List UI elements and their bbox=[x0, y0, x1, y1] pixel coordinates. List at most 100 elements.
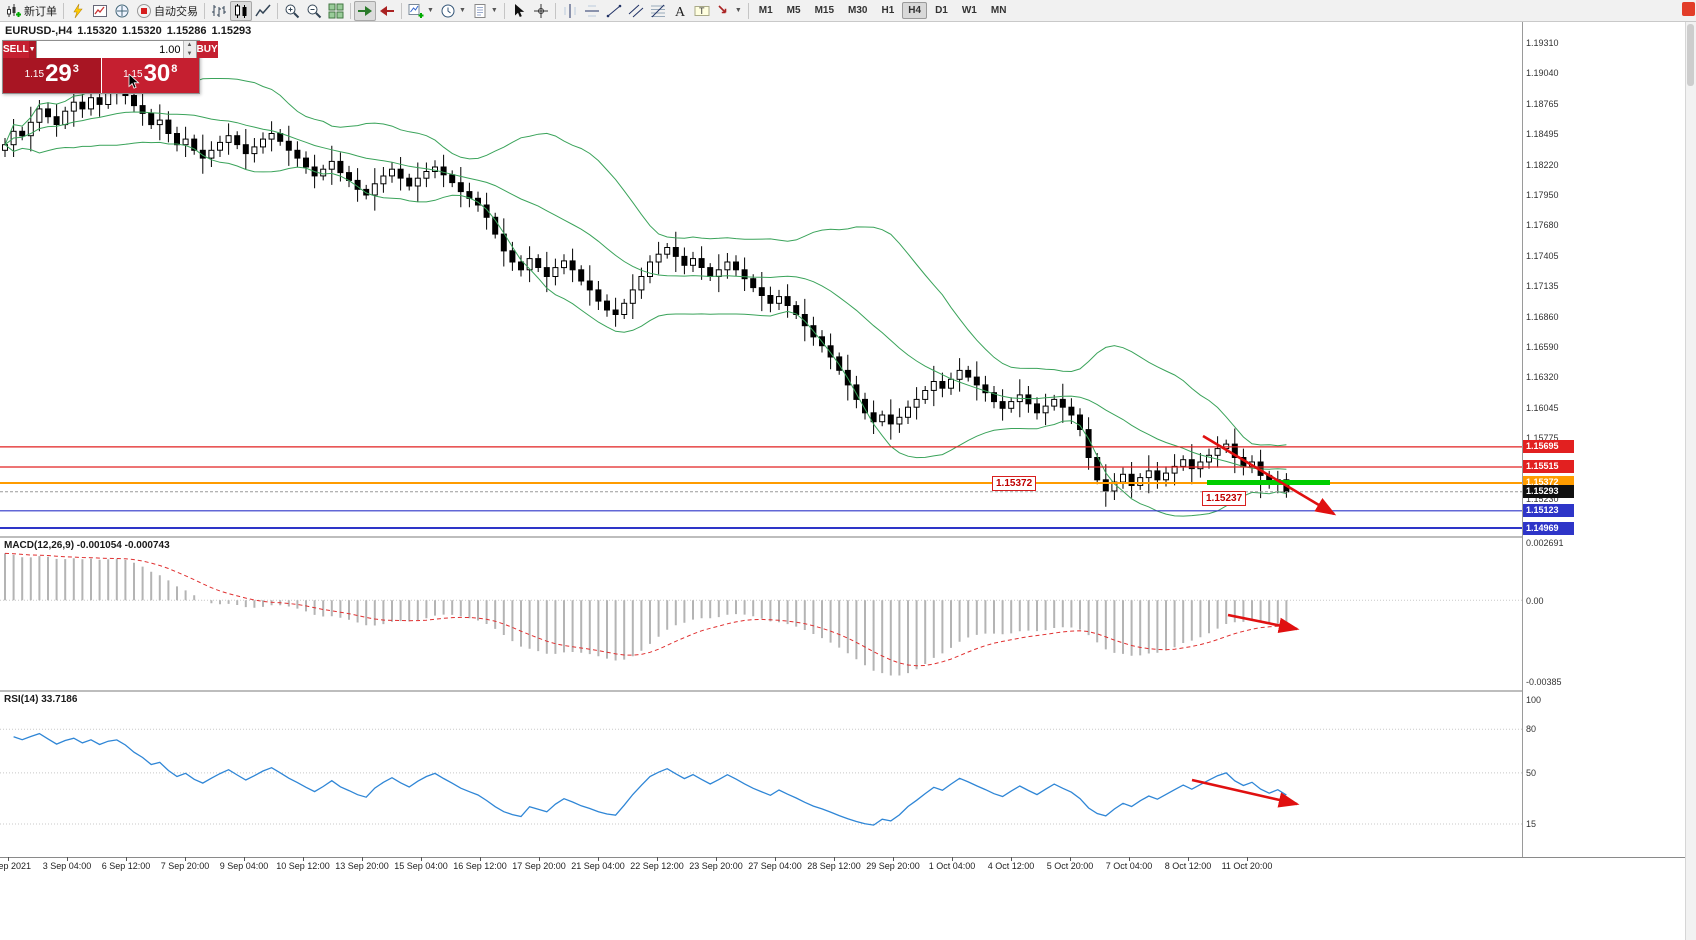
toolbar-group: A T ▼ bbox=[559, 0, 745, 21]
price-pane[interactable] bbox=[0, 21, 1522, 538]
scrollbar-thumb[interactable] bbox=[1687, 24, 1694, 86]
rsi-indicator-label: RSI(14) 33.7186 bbox=[4, 694, 78, 705]
macd-scale-label: 0.002691 bbox=[1526, 538, 1564, 548]
text-button[interactable]: A bbox=[669, 1, 691, 21]
timeframe-M1-button[interactable]: M1 bbox=[758, 5, 773, 16]
metaeditor-button[interactable] bbox=[67, 1, 89, 21]
buy-price-main: 1.15 bbox=[123, 69, 143, 80]
price-label: 1.15775 bbox=[1526, 432, 1559, 443]
timeframe-H4-button[interactable]: H4 bbox=[902, 2, 928, 19]
rsi-scale-label: 50 bbox=[1526, 768, 1537, 778]
navigator-button[interactable] bbox=[111, 1, 133, 21]
price-label: 1.19310 bbox=[1526, 38, 1559, 48]
buy-button[interactable]: BUY bbox=[196, 41, 218, 58]
templates-icon bbox=[474, 3, 486, 18]
chevron-down-icon: ▼ bbox=[427, 7, 434, 14]
timeframe-M15-button[interactable]: M15 bbox=[814, 5, 835, 16]
line-chart-button[interactable] bbox=[252, 1, 274, 21]
timeframe-D1-button[interactable]: D1 bbox=[935, 5, 948, 16]
price-label: 1.15230 bbox=[1526, 493, 1559, 504]
indicators-button[interactable]: ▼ bbox=[405, 1, 437, 21]
vertical-scrollbar[interactable] bbox=[1685, 0, 1696, 940]
order-type-dropdown[interactable]: ▼ bbox=[28, 41, 36, 58]
templates-button[interactable]: ▼ bbox=[469, 1, 501, 21]
candlestick-chart-button[interactable] bbox=[230, 0, 252, 21]
rsi-scale-label: 80 bbox=[1526, 724, 1537, 734]
notification-badge[interactable] bbox=[1682, 2, 1695, 16]
time-tick bbox=[598, 857, 599, 861]
toolbar-separator bbox=[747, 2, 749, 19]
toolbar-group bbox=[208, 0, 274, 21]
time-tick bbox=[952, 857, 953, 861]
timeframe-W1-button[interactable]: W1 bbox=[961, 5, 977, 16]
market-watch-button[interactable] bbox=[89, 1, 111, 21]
macd-pane[interactable] bbox=[0, 538, 1522, 692]
price-callout[interactable]: 1.15372 bbox=[992, 476, 1037, 491]
price-callout[interactable]: 1.15237 bbox=[1202, 491, 1247, 506]
horizontal-line-button[interactable] bbox=[581, 1, 603, 21]
time-label: 6 Sep 12:00 bbox=[101, 861, 151, 871]
chart-shift-button[interactable] bbox=[376, 1, 398, 21]
macd-scale-label: -0.00385 bbox=[1526, 677, 1562, 687]
sell-price-pips: 29 bbox=[45, 60, 72, 87]
cursor-icon bbox=[514, 3, 525, 17]
time-tick bbox=[1129, 857, 1130, 861]
zoom-out-button[interactable] bbox=[303, 1, 325, 21]
vertical-line-button[interactable] bbox=[559, 1, 581, 21]
rsi-pane[interactable] bbox=[0, 692, 1522, 857]
price-label: 1.16320 bbox=[1526, 372, 1559, 383]
time-label: 15 Sep 04:00 bbox=[394, 861, 448, 871]
volume-stepper: ▲ ▼ bbox=[182, 41, 196, 58]
toolbar-group bbox=[281, 0, 347, 21]
timeframe-MN-button[interactable]: MN bbox=[990, 5, 1007, 16]
volume-up-button[interactable]: ▲ bbox=[183, 41, 196, 50]
zoom-in-button[interactable] bbox=[281, 1, 303, 21]
periods-icon bbox=[441, 4, 455, 17]
metaeditor-icon bbox=[73, 3, 83, 18]
sell-button[interactable]: SELL bbox=[3, 41, 29, 58]
equidistant-channel-button[interactable] bbox=[625, 1, 647, 21]
timeframe-M30-button[interactable]: M30 bbox=[848, 5, 868, 16]
price-axis bbox=[1522, 21, 1687, 857]
time-tick bbox=[1188, 857, 1189, 861]
arrows-button[interactable]: ▼ bbox=[713, 1, 745, 21]
periods-button[interactable]: ▼ bbox=[437, 1, 469, 21]
autotrading-button[interactable]: 自动交易 bbox=[133, 1, 201, 21]
text-label-button[interactable]: T bbox=[691, 1, 713, 21]
tile-windows-button[interactable] bbox=[325, 1, 347, 21]
price-label: 1.17135 bbox=[1526, 281, 1559, 291]
volume-down-button[interactable]: ▼ bbox=[183, 49, 196, 58]
trendline-button[interactable] bbox=[603, 1, 625, 21]
timeframe-M5-button[interactable]: M5 bbox=[786, 5, 801, 16]
time-tick bbox=[126, 857, 127, 861]
auto-scroll-button[interactable] bbox=[354, 0, 376, 21]
chevron-down-icon: ▼ bbox=[734, 7, 742, 14]
time-tick bbox=[8, 857, 9, 861]
crosshair-button[interactable] bbox=[530, 1, 552, 21]
toolbar-group: 自动交易 bbox=[67, 0, 201, 21]
hline-icon bbox=[584, 5, 599, 16]
buy-price-button[interactable]: 1.15 30 8 bbox=[100, 58, 199, 93]
time-tick bbox=[303, 857, 304, 861]
timeframe-H1-button[interactable]: H1 bbox=[881, 5, 895, 16]
sell-price-main: 1.15 bbox=[24, 69, 45, 80]
fibonacci-retracement-button[interactable] bbox=[647, 1, 669, 21]
cursor-button[interactable] bbox=[508, 1, 530, 21]
sell-price-button[interactable]: 1.15 29 3 bbox=[3, 58, 101, 93]
time-tick bbox=[834, 857, 835, 861]
tile-windows-icon bbox=[328, 3, 344, 18]
time-tick bbox=[893, 857, 894, 861]
toolbar-group: ▼ ▼ ▼ bbox=[405, 0, 501, 21]
new-order-button[interactable]: 新订单 bbox=[3, 1, 60, 21]
svg-text:T: T bbox=[699, 6, 705, 16]
buy-price-pips: 30 bbox=[143, 60, 171, 87]
trend-icon bbox=[606, 4, 622, 17]
price-label: 1.16045 bbox=[1526, 402, 1559, 413]
time-label: 22 Sep 12:00 bbox=[630, 861, 684, 871]
label-icon: T bbox=[694, 5, 710, 16]
price-label: 1.19040 bbox=[1526, 68, 1559, 79]
candles-icon bbox=[235, 3, 247, 18]
volume-input[interactable] bbox=[36, 41, 183, 58]
bar-chart-button[interactable] bbox=[208, 1, 230, 21]
macd-scale-label: 0.00 bbox=[1526, 596, 1544, 606]
